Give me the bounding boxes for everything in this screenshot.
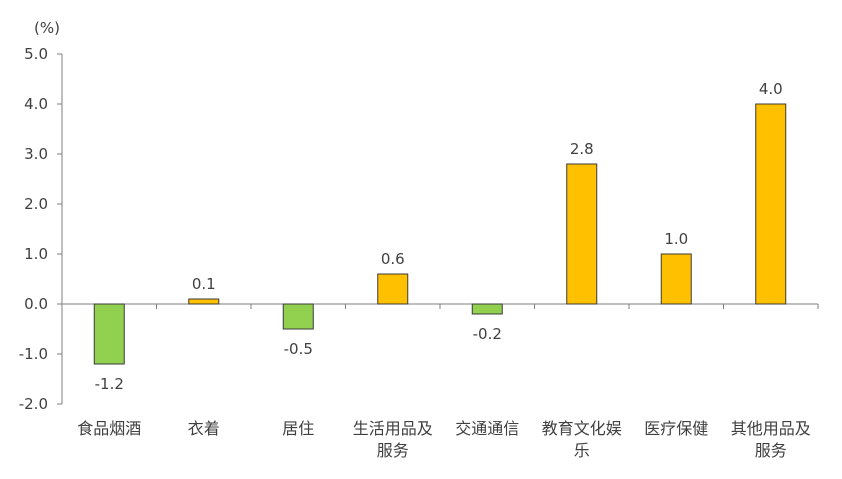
category-label: 其他用品及 [731, 419, 811, 438]
category-label: 医疗保健 [644, 419, 708, 438]
y-tick-label: 4.0 [24, 95, 48, 113]
y-tick-label: 1.0 [24, 245, 48, 263]
bar [93, 303, 125, 365]
bar-series [93, 103, 787, 365]
bar [188, 298, 220, 305]
data-label: -0.5 [284, 340, 313, 358]
category-label: 食品烟酒 [77, 419, 141, 438]
data-label: 0.1 [192, 275, 216, 293]
data-label: -1.2 [95, 375, 124, 393]
y-tick-label: -1.0 [19, 345, 48, 363]
category-label: 衣着 [188, 419, 220, 438]
y-tick-label: -2.0 [19, 395, 48, 413]
category-label: 服务 [755, 441, 787, 460]
bar [471, 303, 503, 315]
data-label: 4.0 [759, 80, 783, 98]
y-axis-unit-label: (%) [34, 19, 60, 37]
category-label: 交通通信 [455, 419, 519, 438]
data-label: 1.0 [664, 230, 688, 248]
y-tick-label: 0.0 [24, 295, 48, 313]
category-label: 生活用品及 [353, 419, 433, 438]
data-label: 0.6 [381, 250, 405, 268]
data-label: 2.8 [570, 140, 594, 158]
bar [755, 103, 787, 305]
data-label: -0.2 [473, 325, 502, 343]
y-tick-label: 3.0 [24, 145, 48, 163]
data-labels: -1.2 0.1 -0.5 0.6 -0.2 2.8 1.0 4.0 [95, 80, 783, 393]
y-tick-label: 2.0 [24, 195, 48, 213]
y-axis-ticks: 5.0 4.0 3.0 2.0 1.0 0.0 -1.0 -2.0 [19, 45, 819, 413]
category-label: 居住 [282, 419, 314, 438]
bar [282, 303, 314, 330]
category-label: 教育文化娱 [542, 419, 622, 438]
bar [377, 273, 409, 305]
y-tick-label: 5.0 [24, 45, 48, 63]
bar [566, 163, 598, 305]
category-label: 乐 [574, 441, 590, 460]
category-label: 服务 [377, 441, 409, 460]
bar [660, 253, 692, 305]
